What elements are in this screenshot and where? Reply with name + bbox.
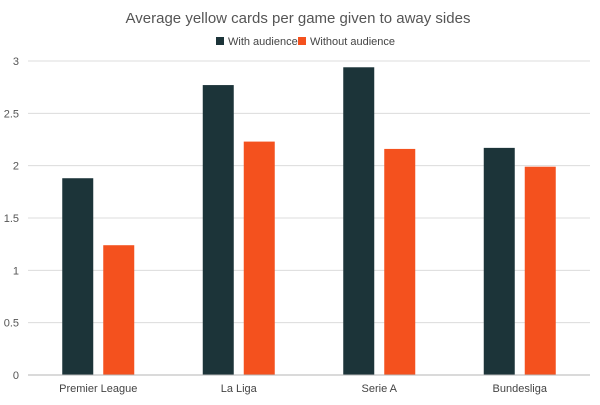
legend-swatch-with-audience	[216, 37, 224, 45]
legend: With audience Without audience	[216, 36, 395, 48]
bar-without-audience	[243, 141, 275, 375]
y-tick-label: 2.5	[4, 108, 19, 120]
bars	[62, 67, 556, 375]
bar-with-audience	[62, 178, 94, 375]
y-tick-label: 3	[13, 56, 19, 68]
y-tick-label: 1	[13, 265, 19, 277]
x-category-label: La Liga	[221, 383, 258, 395]
bar-without-audience	[384, 148, 416, 375]
bar-without-audience	[524, 166, 556, 375]
bar-with-audience	[202, 85, 234, 375]
y-tick-label: 0	[13, 370, 19, 382]
x-category-label: Premier League	[59, 383, 137, 395]
bar-with-audience	[343, 67, 375, 375]
bar-with-audience	[483, 147, 515, 375]
y-tick-label: 1.5	[4, 213, 19, 225]
x-category-label: Bundesliga	[493, 383, 548, 395]
x-category-label: Serie A	[362, 383, 398, 395]
bar-without-audience	[103, 245, 135, 375]
chart-title: Average yellow cards per game given to a…	[126, 10, 471, 27]
y-axis-ticks: 0 0.5 1 1.5 2 2.5 3	[4, 56, 19, 382]
x-axis-categories: Premier League La Liga Serie A Bundesliga	[59, 383, 548, 395]
legend-swatch-without-audience	[298, 37, 306, 45]
legend-label-without-audience: Without audience	[310, 36, 395, 48]
y-tick-label: 0.5	[4, 318, 19, 330]
legend-label-with-audience: With audience	[228, 36, 298, 48]
y-tick-label: 2	[13, 161, 19, 173]
